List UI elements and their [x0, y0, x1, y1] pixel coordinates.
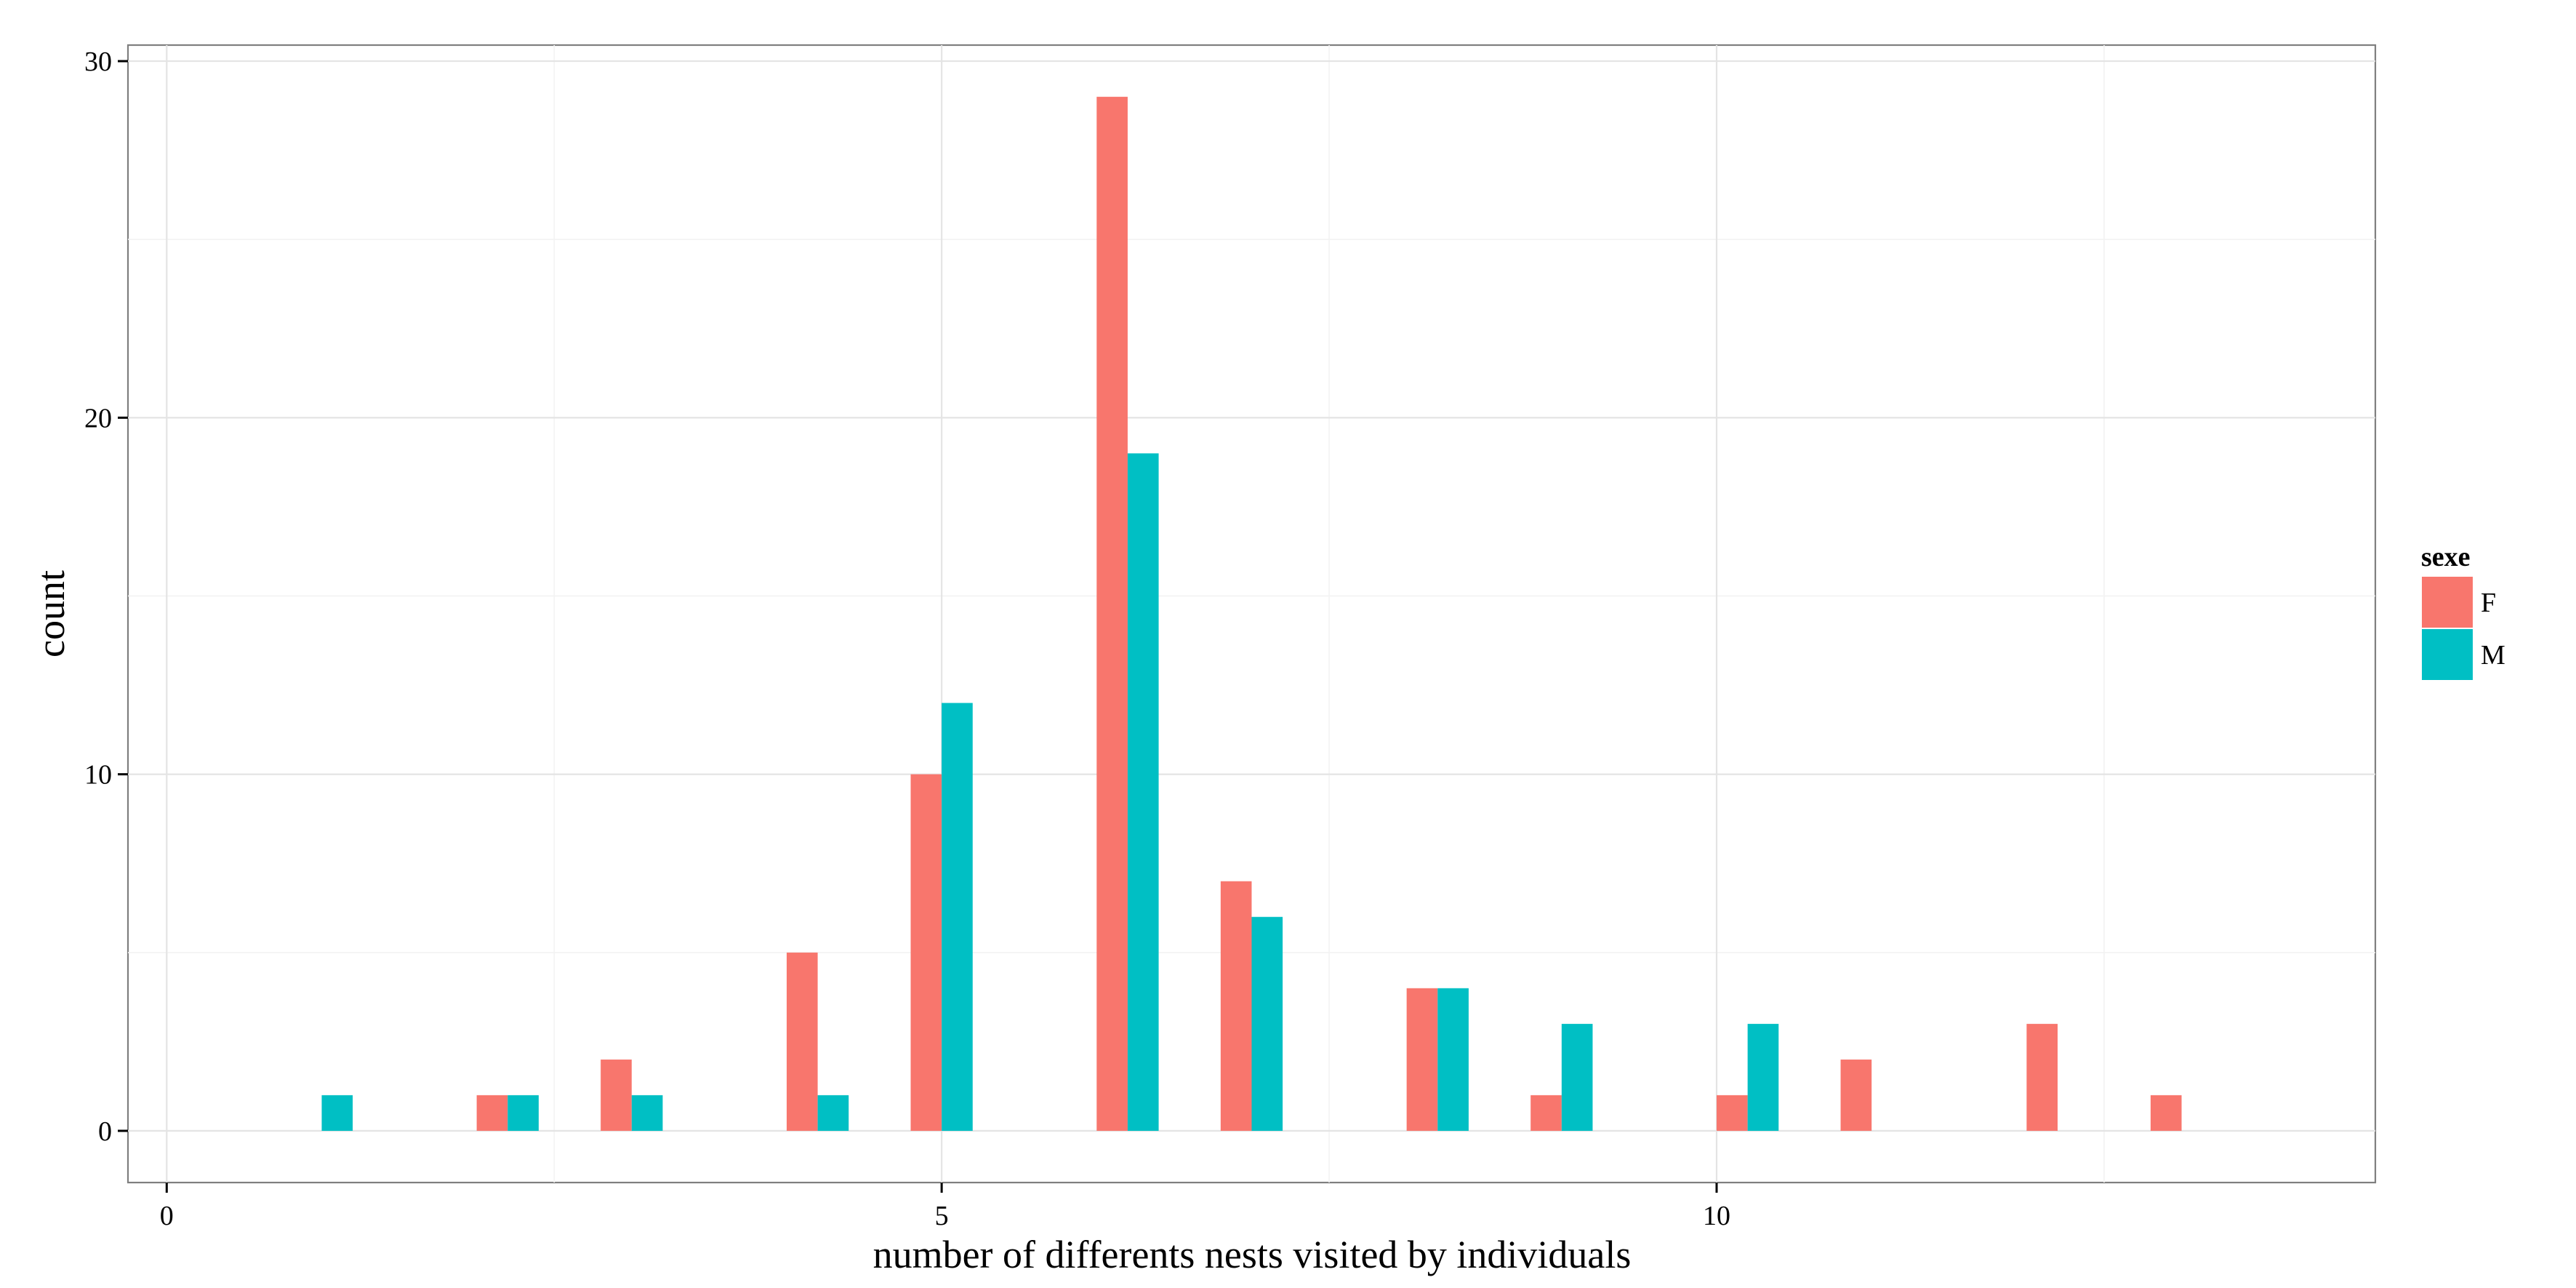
bar-M — [1127, 453, 1159, 1131]
bar-F — [1096, 97, 1128, 1131]
x-axis: 0 5 10 — [160, 1183, 1730, 1231]
bar-M — [1437, 988, 1469, 1131]
x-tick-label: 0 — [160, 1201, 174, 1231]
bar-M — [1251, 916, 1283, 1131]
bar-F — [476, 1095, 508, 1131]
x-tick-label: 10 — [1703, 1201, 1730, 1231]
bar-F — [2150, 1095, 2182, 1131]
legend-label-M: M — [2481, 640, 2505, 671]
y-tick-label: 30 — [84, 47, 112, 77]
bar-F — [2026, 1023, 2058, 1131]
x-axis-title: number of differents nests visited by in… — [873, 1233, 1632, 1276]
bar-F — [1220, 881, 1252, 1131]
bar-F — [786, 952, 818, 1131]
bar-M — [817, 1095, 849, 1131]
legend: sexe FM — [2420, 542, 2505, 681]
bar-M — [1561, 1023, 1593, 1131]
bar-F — [1530, 1095, 1562, 1131]
bar-M — [321, 1095, 353, 1131]
y-axis-title: count — [29, 570, 73, 657]
y-tick-label: 20 — [84, 403, 112, 433]
minor-gridlines — [128, 45, 2375, 1183]
bar-F — [1406, 988, 1438, 1131]
y-tick-label: 0 — [98, 1116, 112, 1147]
legend-title: sexe — [2421, 542, 2471, 572]
legend-key-M — [2420, 628, 2474, 681]
bar-M — [631, 1095, 663, 1131]
bars-layer — [321, 97, 2182, 1131]
bar-F — [601, 1059, 632, 1131]
bar-M — [1747, 1023, 1779, 1131]
bar-F — [1717, 1095, 1748, 1131]
bar-F — [910, 774, 942, 1131]
bar-F — [1840, 1059, 1872, 1131]
bar-M — [507, 1095, 539, 1131]
legend-label-F: F — [2481, 588, 2496, 618]
y-tick-label: 10 — [84, 760, 112, 791]
legend-items: FM — [2420, 575, 2505, 681]
y-axis: 0 10 20 30 — [84, 47, 128, 1147]
x-tick-label: 5 — [935, 1201, 949, 1231]
legend-key-F — [2420, 575, 2474, 629]
bar-M — [942, 703, 973, 1131]
